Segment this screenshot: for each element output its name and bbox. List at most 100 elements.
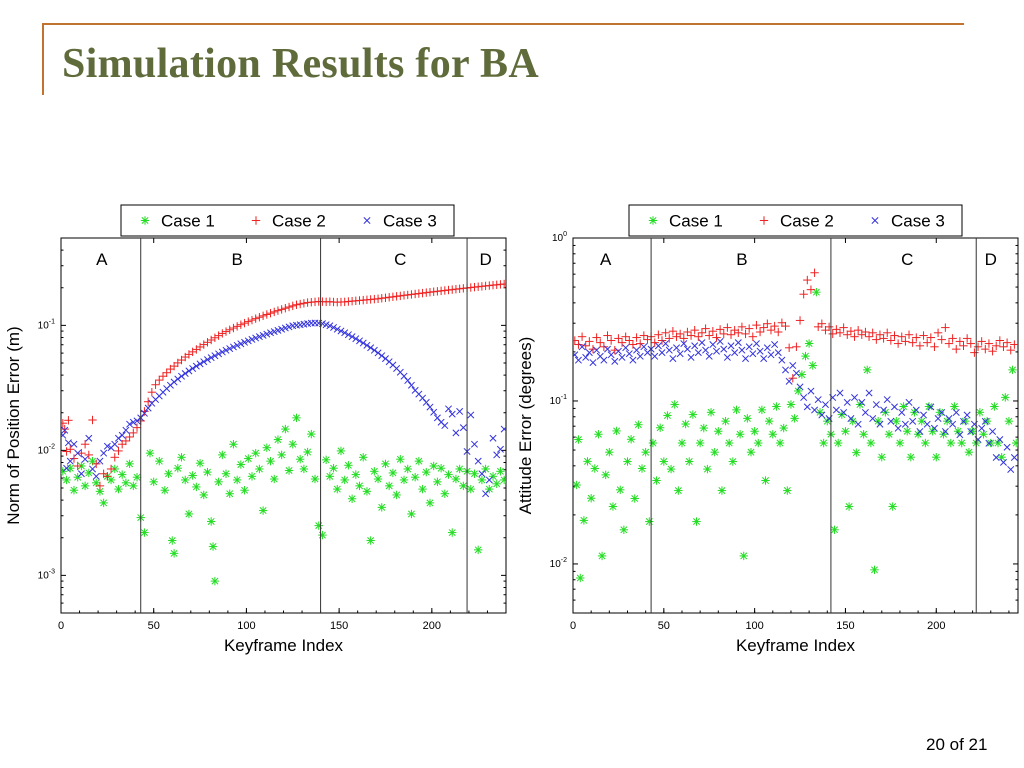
right-point-case-2 [737, 322, 747, 332]
right-point-case-3 [836, 389, 844, 397]
left-point-case-1 [488, 472, 498, 481]
left-point-case-2 [92, 459, 101, 469]
right-segment-label: A [600, 250, 612, 269]
right-point-case-1 [728, 457, 738, 466]
right-point-case-3 [651, 352, 659, 360]
right-point-case-1 [616, 485, 625, 495]
left-point-case-1 [155, 456, 164, 466]
right-point-case-3 [920, 411, 928, 419]
right-point-case-1 [830, 525, 839, 534]
left-point-case-3 [77, 470, 85, 478]
right-point-case-3 [742, 355, 750, 363]
left-point-case-1 [199, 490, 208, 500]
right-x-tick-label: 200 [927, 620, 945, 632]
right-point-case-3 [821, 401, 829, 409]
left-point-case-1 [88, 456, 97, 466]
right-point-case-2 [846, 326, 856, 336]
right-point-case-1 [841, 427, 850, 436]
left-point-case-1 [210, 576, 220, 586]
left-legend-marker-1 [140, 216, 150, 225]
right-point-case-1 [790, 414, 799, 423]
right-point-case-1 [913, 430, 923, 439]
left-point-case-3 [404, 377, 412, 385]
right-point-case-3 [694, 349, 702, 357]
left-point-case-1 [262, 443, 272, 452]
left-point-case-3 [348, 333, 356, 341]
left-point-case-1 [169, 549, 179, 558]
left-segment-label: C [394, 250, 406, 269]
right-point-case-1 [746, 447, 756, 457]
right-point-case-3 [665, 346, 673, 354]
right-point-case-1 [743, 414, 752, 423]
right-point-case-2 [650, 338, 659, 347]
right-point-case-2 [636, 339, 645, 348]
right-point-case-2 [697, 328, 707, 337]
left-point-case-1 [69, 486, 79, 495]
left-point-case-1 [440, 489, 450, 498]
right-point-case-3 [930, 424, 938, 432]
left-point-case-3 [470, 440, 478, 448]
right-point-case-3 [607, 351, 615, 359]
left-point-case-3 [100, 449, 108, 457]
left-point-case-1 [425, 498, 435, 508]
right-point-case-2 [999, 342, 1008, 351]
left-point-case-1 [399, 475, 409, 485]
left-point-case-1 [129, 481, 138, 491]
right-point-case-3 [989, 427, 997, 435]
left-point-case-2 [158, 372, 168, 381]
right-point-case-3 [814, 396, 822, 404]
left-point-case-3 [70, 440, 78, 448]
left-point-case-2 [236, 320, 246, 329]
right-point-case-3 [640, 343, 648, 351]
left-point-case-1 [295, 454, 305, 464]
right-point-case-3 [818, 411, 826, 419]
left-point-case-2 [277, 305, 286, 314]
left-point-case-1 [347, 494, 357, 503]
left-point-case-1 [244, 454, 253, 463]
left-point-case-2 [62, 447, 71, 456]
right-point-case-2 [835, 328, 845, 337]
left-point-case-3 [237, 340, 245, 348]
right-point-case-2 [977, 337, 986, 346]
left-point-case-2 [162, 368, 171, 377]
right-point-case-1 [775, 438, 785, 448]
right-point-case-1 [921, 438, 930, 448]
left-point-case-1 [255, 464, 264, 474]
left-point-case-2 [251, 314, 260, 323]
right-point-case-2 [962, 334, 972, 343]
right-point-case-3 [992, 453, 1000, 461]
left-point-case-1 [414, 456, 424, 466]
left-point-case-3 [66, 457, 74, 465]
right-point-case-1 [982, 416, 992, 426]
right-point-case-3 [763, 344, 771, 352]
left-point-case-2 [77, 448, 86, 458]
right-point-case-2 [712, 333, 721, 342]
left-point-case-2 [262, 310, 272, 319]
right-point-case-1 [993, 438, 1003, 448]
right-point-case-3 [727, 342, 735, 350]
left-point-case-3 [478, 470, 486, 478]
right-legend-label: Case 2 [780, 212, 834, 231]
right-point-case-3 [847, 415, 855, 423]
left-point-case-1 [355, 481, 364, 491]
left-legend-label: Case 1 [161, 212, 215, 231]
right-point-case-3 [745, 343, 753, 351]
right-point-case-1 [670, 400, 679, 409]
right-point-case-1 [808, 361, 817, 370]
right-point-case-3 [614, 347, 622, 355]
right-point-case-3 [792, 369, 800, 377]
right-point-case-2 [632, 333, 641, 342]
right-point-case-2 [657, 336, 667, 345]
right-point-case-2 [944, 339, 954, 348]
left-point-case-3 [96, 457, 104, 465]
left-point-case-2 [247, 315, 257, 325]
right-point-case-2 [915, 341, 925, 351]
right-point-case-2 [941, 323, 950, 332]
left-point-case-3 [482, 490, 490, 498]
left-segment-label: D [479, 250, 491, 269]
right-point-case-1 [812, 287, 821, 297]
right-point-case-3 [573, 351, 579, 359]
right-point-case-3 [749, 350, 757, 358]
right-point-case-2 [788, 373, 797, 383]
